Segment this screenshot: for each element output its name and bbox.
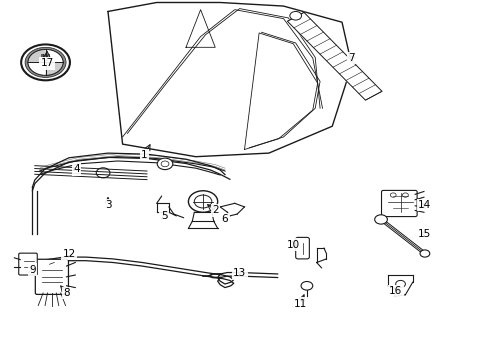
Text: 14: 14 — [417, 200, 430, 210]
Text: 10: 10 — [286, 239, 299, 249]
Circle shape — [188, 191, 217, 212]
Circle shape — [374, 215, 386, 224]
Text: 16: 16 — [388, 286, 402, 296]
FancyBboxPatch shape — [35, 259, 68, 294]
FancyBboxPatch shape — [19, 253, 37, 275]
Text: 5: 5 — [161, 211, 167, 221]
Text: 8: 8 — [63, 288, 70, 298]
Text: 9: 9 — [29, 265, 36, 275]
Text: 17: 17 — [41, 58, 54, 68]
Text: 6: 6 — [221, 215, 228, 224]
Circle shape — [21, 44, 70, 80]
Text: 7: 7 — [348, 53, 354, 63]
Text: 11: 11 — [293, 299, 306, 309]
Text: 12: 12 — [62, 248, 76, 258]
Text: 1: 1 — [141, 150, 147, 160]
Wedge shape — [45, 62, 63, 75]
Text: 3: 3 — [104, 200, 111, 210]
Circle shape — [28, 49, 63, 75]
Circle shape — [25, 47, 66, 77]
Text: 13: 13 — [232, 268, 246, 278]
Wedge shape — [28, 62, 45, 75]
Circle shape — [289, 12, 301, 20]
FancyBboxPatch shape — [295, 237, 309, 259]
Polygon shape — [287, 12, 381, 100]
Circle shape — [301, 282, 312, 290]
Wedge shape — [45, 49, 63, 62]
Circle shape — [157, 158, 172, 170]
Text: BMW: BMW — [41, 54, 51, 58]
Text: 2: 2 — [211, 206, 218, 216]
Wedge shape — [28, 49, 45, 62]
Text: 15: 15 — [417, 229, 430, 239]
FancyBboxPatch shape — [381, 190, 416, 217]
Circle shape — [419, 250, 429, 257]
Text: 4: 4 — [73, 164, 80, 174]
